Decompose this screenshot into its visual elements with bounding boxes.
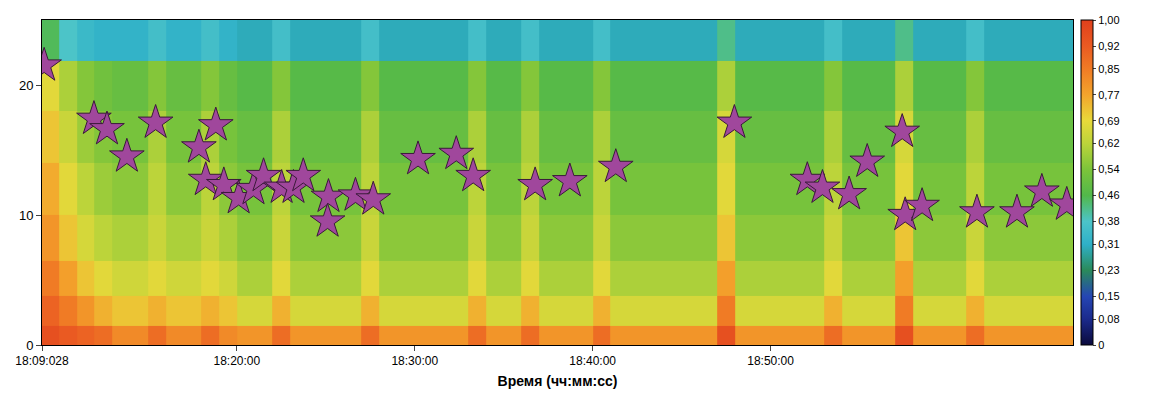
svg-text:0,31: 0,31	[1098, 238, 1119, 250]
svg-text:18:50:00: 18:50:00	[747, 354, 794, 368]
svg-text:0: 0	[26, 338, 33, 353]
svg-text:Время (чч:мм:сс): Время (чч:мм:сс)	[498, 373, 618, 389]
svg-text:0,92: 0,92	[1098, 40, 1119, 52]
svg-text:18:30:00: 18:30:00	[391, 354, 438, 368]
svg-text:1,00: 1,00	[1098, 14, 1119, 26]
svg-text:0,23: 0,23	[1098, 264, 1119, 276]
svg-text:0: 0	[1098, 339, 1104, 351]
svg-text:0,15: 0,15	[1098, 290, 1119, 302]
svg-text:0,46: 0,46	[1098, 189, 1119, 201]
svg-text:18:09:028: 18:09:028	[15, 354, 69, 368]
svg-text:20: 20	[19, 78, 33, 93]
svg-text:0,08: 0,08	[1098, 313, 1119, 325]
svg-text:0,54: 0,54	[1098, 163, 1119, 175]
svg-text:0,85: 0,85	[1098, 63, 1119, 75]
svg-text:0,69: 0,69	[1098, 115, 1119, 127]
svg-text:18:20:00: 18:20:00	[214, 354, 261, 368]
svg-text:0,77: 0,77	[1098, 89, 1119, 101]
svg-text:0,38: 0,38	[1098, 215, 1119, 227]
svg-text:0,62: 0,62	[1098, 137, 1119, 149]
svg-text:10: 10	[19, 208, 33, 223]
svg-text:18:40:00: 18:40:00	[569, 354, 616, 368]
